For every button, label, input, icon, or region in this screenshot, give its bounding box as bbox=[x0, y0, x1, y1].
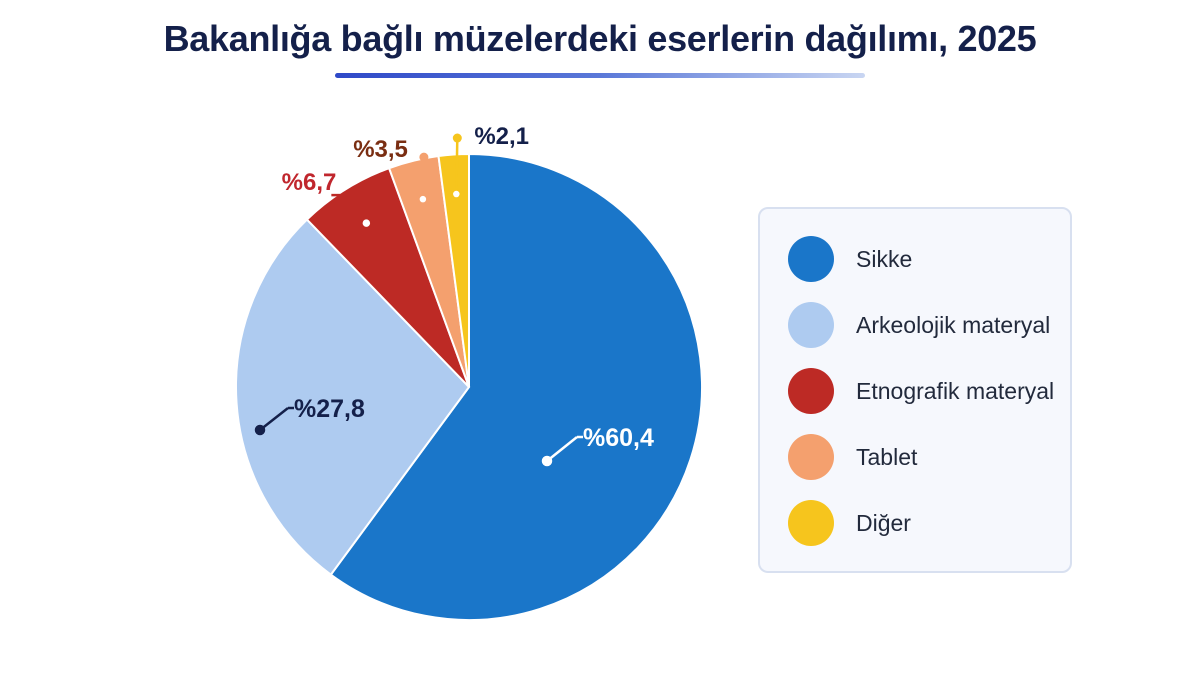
chart-title: Bakanlığa bağlı müzelerdeki eserlerin da… bbox=[163, 18, 1037, 59]
legend-swatch-tablet bbox=[788, 434, 834, 480]
legend-item-arkeolojik: Arkeolojik materyal bbox=[788, 302, 1050, 348]
legend-item-sikke: Sikke bbox=[788, 236, 912, 282]
data-label-tablet: %3,5 bbox=[353, 136, 429, 204]
data-label-text-tablet: %3,5 bbox=[353, 136, 408, 163]
legend-swatch-etnografik bbox=[788, 368, 834, 414]
legend-item-diger: Diğer bbox=[788, 500, 911, 546]
data-label-sikke: %60,4 bbox=[541, 424, 654, 467]
legend-swatch-arkeolojik bbox=[788, 302, 834, 348]
legend-item-tablet: Tablet bbox=[788, 434, 917, 480]
legend-item-etnografik: Etnografik materyal bbox=[788, 368, 1054, 414]
legend-swatch-diger bbox=[788, 500, 834, 546]
legend-label-arkeolojik: Arkeolojik materyal bbox=[856, 311, 1051, 338]
legend-label-etnografik: Etnografik materyal bbox=[856, 377, 1055, 404]
pie-callouts: %60,4 %27,8 %6,7 %3,5 %2,1 bbox=[254, 123, 654, 467]
legend: Sikke Arkeolojik materyal Etnografik mater… bbox=[758, 207, 1072, 573]
legend-swatch-sikke bbox=[788, 236, 834, 282]
data-label-diger: %2,1 bbox=[451, 123, 529, 199]
legend-label-diger: Diğer bbox=[856, 509, 911, 536]
pie-slice-sikke bbox=[329, 152, 703, 621]
legend-label-sikke: Sikke bbox=[856, 245, 913, 272]
pie-slice-diger bbox=[437, 152, 470, 388]
legend-label-tablet: Tablet bbox=[856, 443, 918, 470]
pie-slice-arkeolojik bbox=[235, 218, 471, 577]
title-underline bbox=[335, 73, 865, 78]
data-label-text-sikke: %60,4 bbox=[583, 424, 654, 452]
pie-slices bbox=[235, 152, 703, 621]
data-label-text-arkeolojik: %27,8 bbox=[294, 395, 365, 423]
data-label-text-etnografik: %6,7 bbox=[282, 169, 337, 196]
data-label-etnografik: %6,7 bbox=[282, 169, 372, 229]
data-label-arkeolojik: %27,8 bbox=[254, 395, 365, 436]
data-label-text-diger: %2,1 bbox=[474, 123, 529, 150]
